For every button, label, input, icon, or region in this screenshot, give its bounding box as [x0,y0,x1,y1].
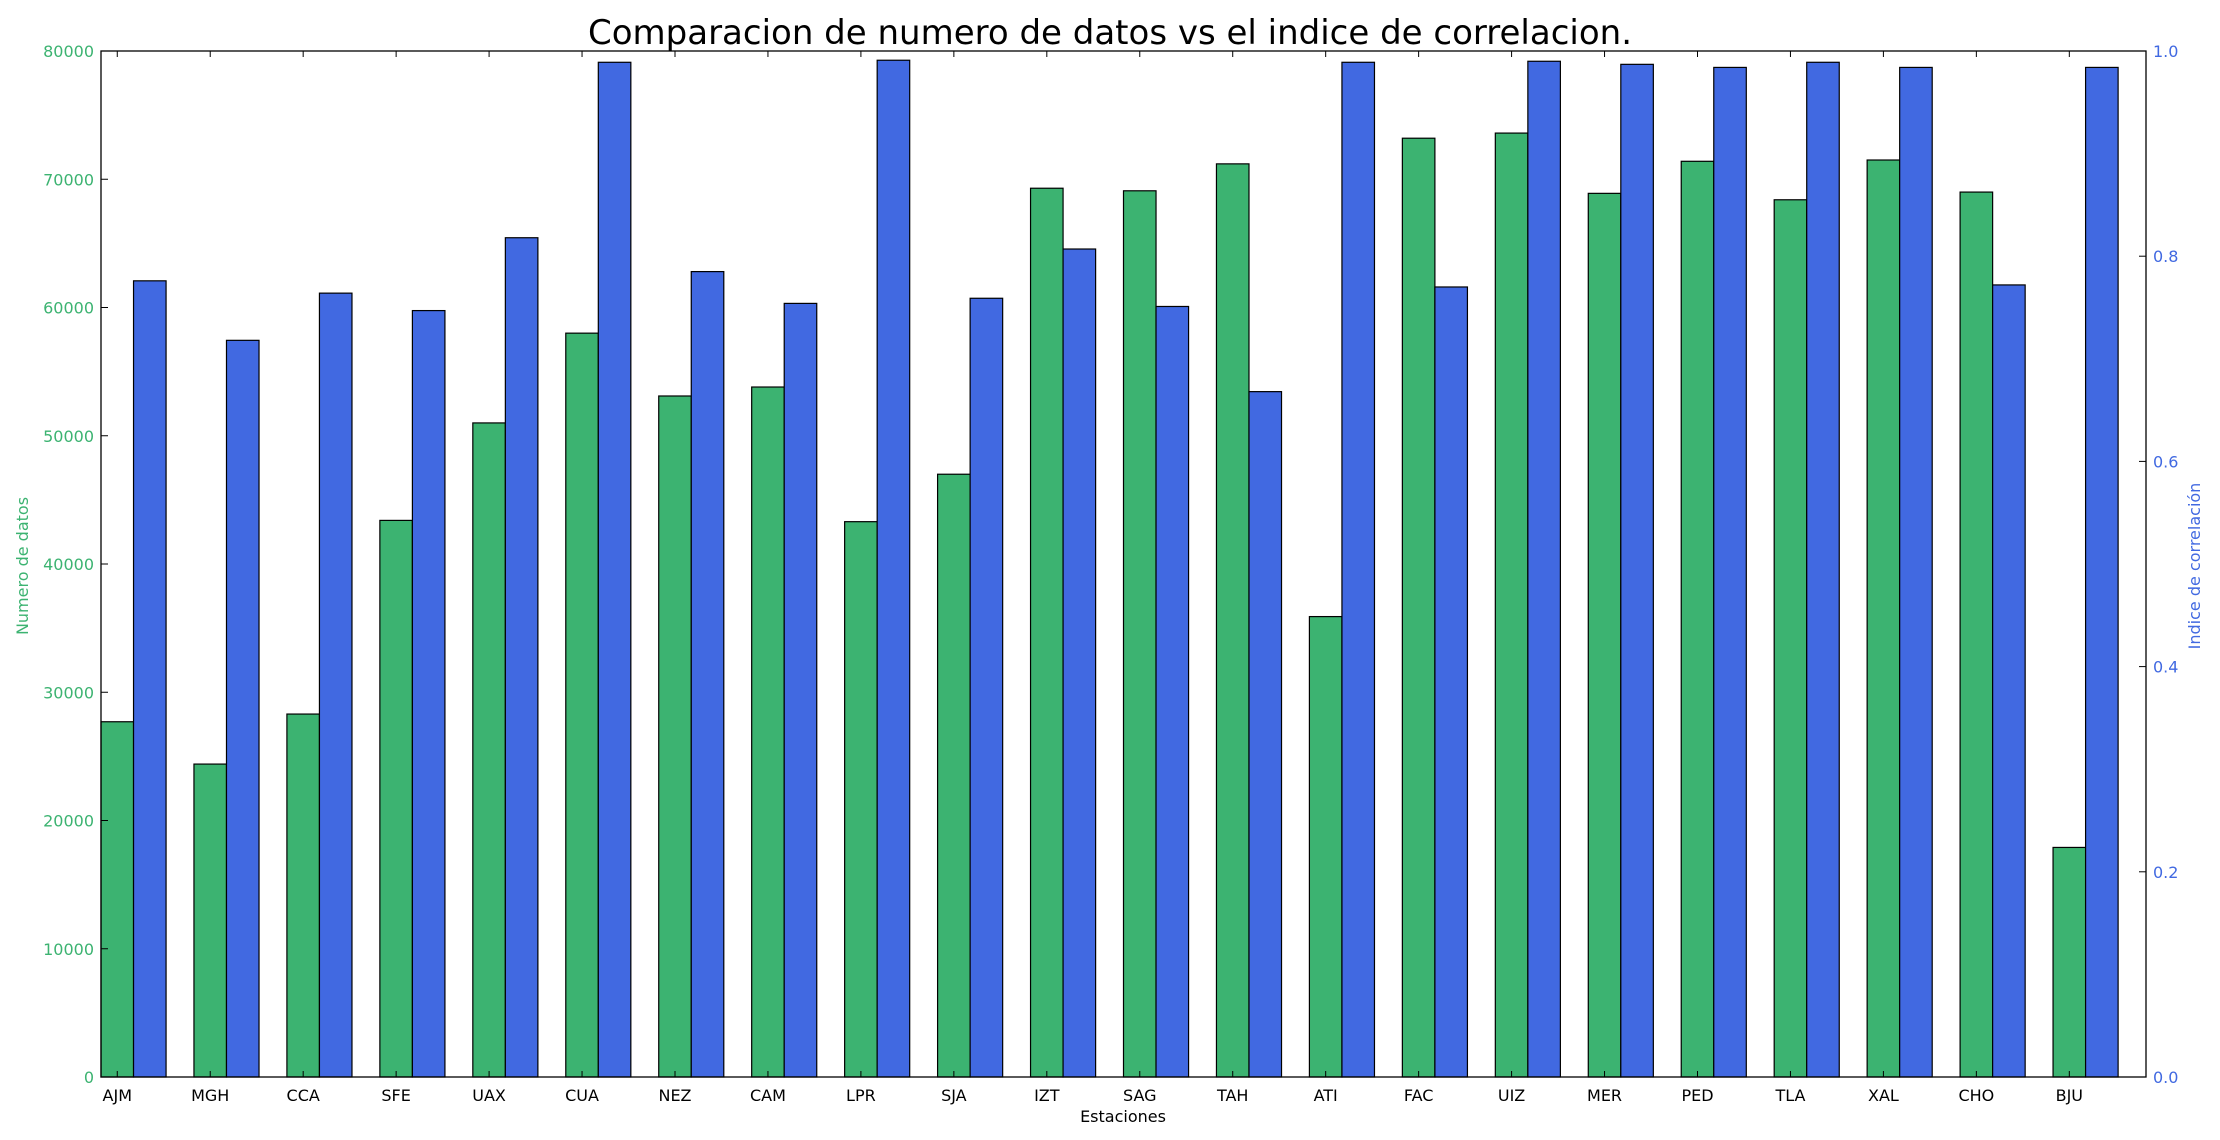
bar-cca-numero-de-datos [286,713,321,1078]
bar-sag-indice-de-correlacion [1155,305,1190,1078]
bar-cam-indice-de-correlacion [783,302,818,1078]
bar-sfe-indice-de-correlacion [411,309,446,1078]
x-tick-label: NEZ [658,1086,691,1105]
right-y-tick-label: 0.8 [2153,247,2178,266]
bar-tla-indice-de-correlacion [1806,61,1840,1078]
left-y-tick-label: 20000 [43,812,94,831]
bar-cua-numero-de-datos [565,332,599,1078]
right-y-axis-label: Indice de correlación [2185,483,2204,650]
bar-tah-indice-de-correlacion [1248,391,1283,1078]
x-tick-label: IZT [1034,1086,1060,1105]
bar-uax-numero-de-datos [472,422,506,1078]
x-tick-label: FAC [1404,1086,1434,1105]
bar-ajm-numero-de-datos [100,721,135,1078]
right-y-tick-label: 0.2 [2153,863,2178,882]
bar-tah-numero-de-datos [1215,163,1250,1078]
left-y-axis-label: Numero de datos [13,497,32,635]
bars-layer [100,59,2119,1078]
bar-izt-numero-de-datos [1029,187,1064,1078]
bar-izt-indice-de-correlacion [1062,248,1097,1078]
bar-uiz-indice-de-correlacion [1527,60,1561,1078]
bar-fac-numero-de-datos [1401,137,1436,1078]
left-y-tick-label: 40000 [43,555,94,574]
x-tick-label: CAM [750,1086,786,1105]
bar-cca-indice-de-correlacion [318,292,353,1078]
left-y-tick-label: 30000 [43,683,94,702]
left-y-tick-label: 80000 [43,42,94,61]
right-y-tick-label: 1.0 [2153,42,2178,61]
bar-fac-indice-de-correlacion [1434,286,1469,1078]
x-tick-label: PED [1681,1086,1713,1105]
x-tick-label: AJM [103,1086,132,1105]
left-y-tick-label: 10000 [43,940,94,959]
bar-lpr-indice-de-correlacion [876,59,911,1078]
right-y-tick-label: 0.4 [2153,658,2178,677]
x-tick-label: MER [1587,1086,1622,1105]
x-tick-label: LPR [846,1086,876,1105]
right-y-tick-label: 0.6 [2153,452,2178,471]
bar-tla-numero-de-datos [1773,199,1808,1078]
bar-cua-indice-de-correlacion [597,61,632,1078]
x-tick-label: MGH [191,1086,229,1105]
bar-ped-numero-de-datos [1680,160,1715,1078]
bar-cho-indice-de-correlacion [1992,284,2026,1078]
x-tick-label: TLA [1774,1086,1805,1105]
bar-nez-indice-de-correlacion [690,270,725,1078]
chart-title: Comparacion de numero de datos vs el ind… [588,13,1632,53]
bar-sfe-numero-de-datos [379,519,413,1078]
bar-ati-indice-de-correlacion [1341,61,1376,1078]
bar-lpr-numero-de-datos [844,521,878,1078]
bar-cho-numero-de-datos [1959,191,1994,1078]
bar-sag-numero-de-datos [1122,190,1157,1078]
bar-mgh-numero-de-datos [193,763,228,1078]
x-tick-label: SFE [381,1086,410,1105]
left-y-tick-label: 50000 [43,427,94,446]
axes-layer: AJM MGH CCA SFE UAX CUA NEZ CAM LPR SJA IZT SAG TAH A… [43,42,2178,1105]
bar-ati-numero-de-datos [1308,615,1343,1078]
x-tick-label: CHO [1958,1086,1994,1105]
left-y-tick-label: 70000 [43,170,94,189]
bar-mgh-indice-de-correlacion [225,339,260,1078]
x-tick-label: UAX [472,1086,506,1105]
x-tick-label: UIZ [1498,1086,1525,1105]
x-tick-label: CUA [565,1086,599,1105]
x-axis-label: Estaciones [1080,1107,1166,1126]
x-tick-label: SJA [941,1086,967,1105]
bar-bju-numero-de-datos [2052,846,2087,1078]
x-tick-label: XAL [1868,1086,1899,1105]
bar-uiz-numero-de-datos [1494,132,1529,1078]
bar-xal-indice-de-correlacion [1899,66,1933,1078]
x-tick-label: BJU [2056,1086,2083,1105]
bar-nez-numero-de-datos [658,395,692,1078]
bar-bju-indice-de-correlacion [2084,66,2119,1078]
bar-cam-numero-de-datos [751,386,785,1078]
bar-ped-indice-de-correlacion [1713,66,1747,1078]
x-tick-label: SAG [1123,1086,1157,1105]
left-y-tick-label: 60000 [43,299,94,318]
bar-sja-indice-de-correlacion [969,297,1004,1078]
x-tick-label: CCA [287,1086,320,1105]
bar-mer-indice-de-correlacion [1620,63,1654,1078]
right-y-tick-label: 0.0 [2153,1068,2178,1087]
bar-xal-numero-de-datos [1866,159,1901,1078]
bar-mer-numero-de-datos [1587,192,1622,1078]
x-tick-label: ATI [1314,1086,1338,1105]
left-y-tick-label: 0 [84,1068,94,1087]
bar-uax-indice-de-correlacion [504,237,539,1078]
bar-ajm-indice-de-correlacion [132,280,167,1078]
x-tick-label: TAH [1216,1086,1249,1105]
bar-sja-numero-de-datos [936,473,971,1078]
